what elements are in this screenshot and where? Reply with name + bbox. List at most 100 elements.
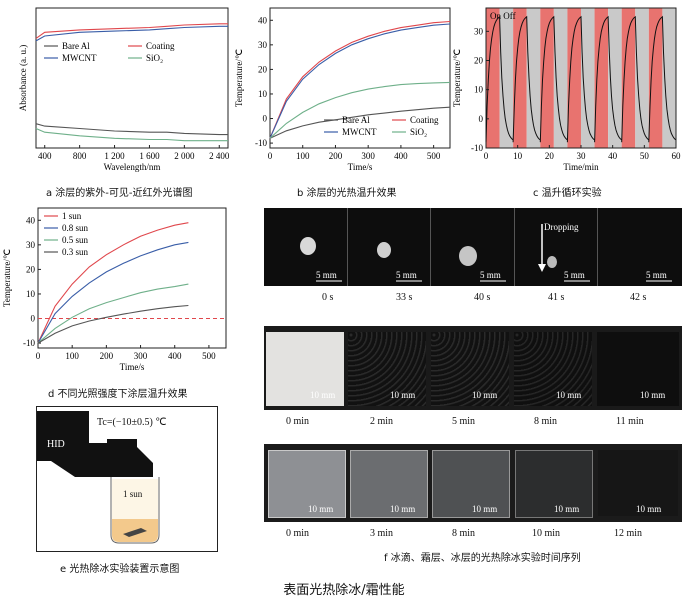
time-label: 41 s — [548, 292, 565, 303]
panel-c-chart: On Off 0 10 20 30 40 50 60 -10 0 10 20 30 Time/min Tem… — [450, 0, 682, 178]
time-label: 8 min — [452, 528, 476, 539]
time-label: 42 s — [630, 292, 647, 303]
plot-frame — [35, 7, 229, 149]
scale-label: 10 mm — [640, 390, 665, 400]
series-line-0-8-sun — [37, 241, 189, 344]
x-tick-label: 400 — [38, 151, 52, 161]
series-line-0-5-sun — [37, 283, 189, 344]
series-line-coating — [35, 23, 228, 39]
time-label: 40 s — [474, 292, 491, 303]
light-off-band — [662, 8, 676, 148]
y-tick-label: -10 — [255, 138, 267, 148]
time-label: 0 min — [286, 416, 310, 427]
scale-label: 5 mm — [480, 270, 501, 280]
dropping-label: Dropping — [544, 222, 579, 232]
scale-label: 5 mm — [646, 270, 667, 280]
time-label: 5 min — [452, 416, 476, 427]
plot-frame — [269, 7, 451, 149]
dropping-arrowhead — [538, 264, 546, 272]
y-tick-label: 30 — [474, 26, 484, 36]
x-tick-label: 40 — [608, 151, 618, 161]
x-tick-label: 300 — [361, 151, 375, 161]
x-tick-label: 0 — [36, 351, 41, 361]
legend-label: 1 sun — [62, 211, 82, 221]
time-label: 3 min — [370, 528, 394, 539]
y-tick-label: 30 — [258, 40, 268, 50]
x-tick-label: 100 — [65, 351, 79, 361]
legend-label: MWCNT — [342, 127, 377, 137]
series-line-sio- — [269, 81, 451, 139]
panel-e-caption: e 光热除冰实验装置示意图 — [60, 564, 180, 575]
x-tick-label: 0 — [268, 151, 273, 161]
y-tick-label: 40 — [258, 15, 268, 25]
x-tick-label: 1 200 — [104, 151, 125, 161]
scale-label: 10 mm — [308, 504, 333, 514]
on-off-label: On Off — [490, 11, 516, 21]
series-line-coating — [269, 20, 451, 139]
absorbance-spectrum-chart: 400 800 1 200 1 600 2 000 2 400 Wavelength/nm A… — [18, 7, 230, 172]
series-line-sio- — [35, 127, 228, 142]
legend-label: Coating — [146, 41, 175, 51]
y-tick-label: 10 — [258, 89, 268, 99]
time-label: 33 s — [396, 292, 413, 303]
time-label: 2 min — [370, 416, 394, 427]
y-tick-label: -10 — [23, 338, 35, 348]
scale-label: 10 mm — [636, 504, 661, 514]
y-tick-label: 20 — [26, 264, 36, 274]
x-tick-label: 1 600 — [139, 151, 160, 161]
x-axis-label: Wavelength/nm — [104, 162, 161, 172]
y-axis-label: Absorbance (a. u.) — [18, 45, 28, 111]
panel-d-chart: 0 100 200 300 400 500 -10 0 10 20 30 40 Time/s Temper… — [0, 202, 235, 380]
sun-label: 1 sun — [123, 489, 143, 499]
legend-label: MWCNT — [62, 53, 97, 63]
light-off-band — [608, 8, 622, 148]
test-tube — [110, 477, 160, 544]
light-intensity-temperature-chart: 0 100 200 300 400 500-10010203040Time/sTemper… — [2, 207, 227, 372]
x-tick-label: 50 — [640, 151, 650, 161]
series-line-bare-al — [35, 123, 228, 136]
x-tick-label: 300 — [134, 351, 148, 361]
photothermal-temperature-chart: 0 100 200 300 400 500-10010203040Time/sTemper… — [234, 7, 451, 172]
series-line-mwcnt — [269, 23, 451, 139]
hid-label: HID — [47, 439, 65, 450]
x-tick-label: 500 — [427, 151, 441, 161]
droplet — [377, 242, 391, 258]
scale-label: 10 mm — [472, 390, 497, 400]
scale-label: 10 mm — [554, 504, 579, 514]
x-axis-label: Time/s — [120, 362, 145, 372]
legend-label: SiO₂ — [146, 53, 163, 63]
frost-photo-strip: 10 mm 10 mm 10 mm 10 mm 10 mm — [264, 326, 682, 410]
figure-title: 表面光热除冰/霜性能 — [283, 583, 405, 598]
legend-label: 0.3 sun — [62, 247, 89, 257]
scale-label: 5 mm — [564, 270, 585, 280]
scale-label: 5 mm — [396, 270, 417, 280]
legend-label: Coating — [410, 115, 439, 125]
time-label: 0 min — [286, 528, 310, 539]
y-tick-label: 0 — [479, 114, 484, 124]
x-tick-label: 60 — [672, 151, 682, 161]
series-line-bare-al — [269, 106, 451, 139]
x-tick-label: 500 — [202, 351, 216, 361]
x-tick-label: 200 — [329, 151, 343, 161]
droplet — [547, 256, 557, 268]
panel-d-caption: d 不同光照强度下涂层温升效果 — [48, 389, 188, 400]
light-on-band — [621, 8, 636, 148]
plot-frame — [37, 207, 227, 349]
x-tick-label: 200 — [100, 351, 114, 361]
x-tick-label: 800 — [73, 151, 87, 161]
panel-a-chart: 400 800 1 200 1 600 2 000 2 400 Wavelength/nm A… — [0, 0, 235, 178]
legend-label: SiO₂ — [410, 127, 427, 137]
light-on-band — [486, 8, 500, 148]
light-on-band — [567, 8, 581, 148]
scale-label: 10 mm — [310, 390, 335, 400]
legend-label: Bare Al — [342, 115, 370, 125]
legend-label: 0.8 sun — [62, 223, 89, 233]
panel-b-caption: b 涂层的光热温升效果 — [297, 188, 397, 199]
light-beam — [112, 479, 158, 525]
series-line-0-3-sun — [37, 304, 189, 344]
legend-label: 0.5 sun — [62, 235, 89, 245]
y-axis-label: Temperature/℃ — [234, 49, 244, 107]
series-line-1-sun — [37, 222, 189, 344]
cycle-temperature-line — [485, 15, 677, 143]
droplet — [300, 237, 316, 255]
